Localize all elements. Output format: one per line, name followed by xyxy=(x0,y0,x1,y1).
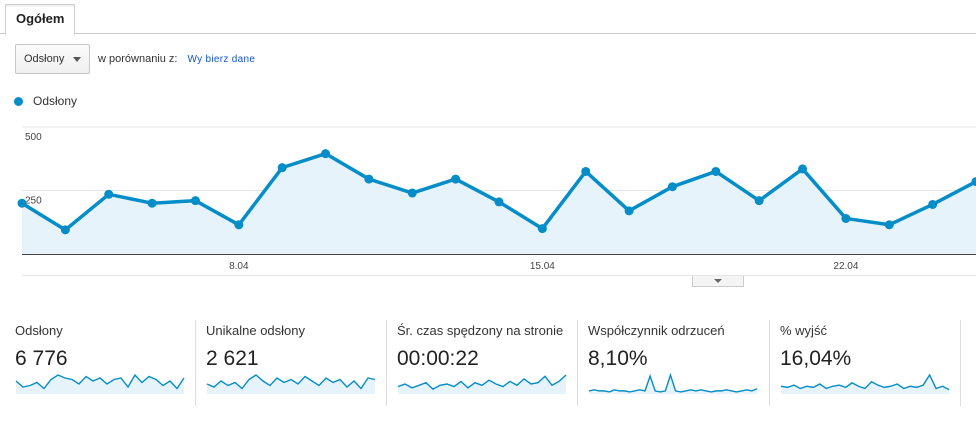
data-point xyxy=(711,166,721,176)
sparkline-line xyxy=(780,373,950,391)
scorecard-value: 00:00:22 xyxy=(397,347,479,370)
sparkline xyxy=(588,373,758,394)
legend-marker xyxy=(14,96,23,106)
data-point xyxy=(537,224,547,234)
data-point xyxy=(841,213,851,223)
data-point xyxy=(60,225,70,235)
scorecard[interactable]: Odsłony 6 776 xyxy=(15,318,195,408)
data-point xyxy=(754,196,764,206)
scorecard-label: Śr. czas spędzony na stronie xyxy=(397,323,564,338)
metric-dropdown[interactable]: Odsłony xyxy=(15,44,90,74)
data-point xyxy=(234,220,244,230)
scorecard-value: 8,10% xyxy=(588,347,648,370)
data-point xyxy=(321,149,331,159)
chevron-down-icon xyxy=(714,279,722,283)
metrics-scorecards: Odsłony 6 776 Unikalne odsłony 2 621 Śr. cza… xyxy=(0,318,976,408)
data-point xyxy=(581,166,591,176)
sparkline xyxy=(206,374,376,394)
line-chart: 250 500 8.04 15.04 22.04 xyxy=(17,126,976,276)
legend-series-name: Odsłony xyxy=(33,94,78,108)
scorecard-value: 2 621 xyxy=(206,347,259,370)
scorecard-divider xyxy=(195,320,196,406)
data-point xyxy=(928,199,938,209)
data-point xyxy=(884,220,894,230)
data-point xyxy=(798,164,808,174)
scorecard[interactable]: Unikalne odsłony 2 621 xyxy=(206,318,386,408)
data-point xyxy=(407,188,417,198)
x-tick-label: 8.04 xyxy=(229,261,249,272)
scorecard-value: 6 776 xyxy=(15,347,68,370)
data-point xyxy=(971,177,976,187)
scorecard-divider xyxy=(386,320,387,406)
sparkline-area xyxy=(781,375,949,394)
scorecard[interactable]: Śr. czas spędzony na stronie 00:00:22 xyxy=(397,318,577,408)
scorecard-divider xyxy=(769,320,770,406)
x-tick-label: 22.04 xyxy=(833,261,858,272)
chevron-down-icon xyxy=(73,56,81,62)
data-point xyxy=(624,206,634,216)
scorecard-label: Unikalne odsłony xyxy=(206,323,306,338)
sparkline-line xyxy=(397,374,567,390)
y-tick-label: 500 xyxy=(25,132,42,143)
sparkline xyxy=(15,373,185,394)
sparkline-line xyxy=(15,373,185,390)
sparkline xyxy=(397,374,567,394)
data-point xyxy=(451,174,461,184)
chart-toolbar: Odsłony w porównaniu z: Wy bierz dane xyxy=(15,43,255,75)
scorecard-label: Współczynnik odrzuceń xyxy=(588,323,725,338)
scorecard-divider xyxy=(960,320,961,406)
scorecard[interactable]: Współczynnik odrzuceń 8,10% xyxy=(588,318,768,408)
pick-metric-link[interactable]: Wy bierz dane xyxy=(187,53,256,65)
sparkline-line xyxy=(206,374,376,390)
compare-label: w porównaniu z: xyxy=(98,53,178,65)
x-tick-label: 15.04 xyxy=(530,261,555,272)
chart-legend: Odsłony xyxy=(14,94,77,108)
sparkline-line xyxy=(588,373,758,393)
metric-dropdown-label: Odsłony xyxy=(24,53,65,65)
chart-resize-handle[interactable] xyxy=(692,276,744,287)
y-tick-label: 250 xyxy=(25,196,42,207)
sparkline xyxy=(780,373,950,394)
data-point xyxy=(667,182,677,192)
tab-overview[interactable]: Ogółem xyxy=(5,4,76,35)
scorecard-divider xyxy=(577,320,578,406)
tab-bar: Ogółem xyxy=(0,0,976,35)
sparkline-area xyxy=(16,375,184,394)
data-point xyxy=(277,163,287,173)
scorecard-label: % wyjść xyxy=(780,323,827,338)
data-point xyxy=(494,197,504,207)
data-point xyxy=(17,198,27,208)
scorecard-value: 16,04% xyxy=(780,347,852,370)
data-point xyxy=(190,196,200,206)
data-point xyxy=(364,174,374,184)
data-point xyxy=(104,189,114,199)
scorecard[interactable]: % wyjść 16,04% xyxy=(780,318,960,408)
data-point xyxy=(147,198,157,208)
scorecard-label: Odsłony xyxy=(15,323,63,338)
